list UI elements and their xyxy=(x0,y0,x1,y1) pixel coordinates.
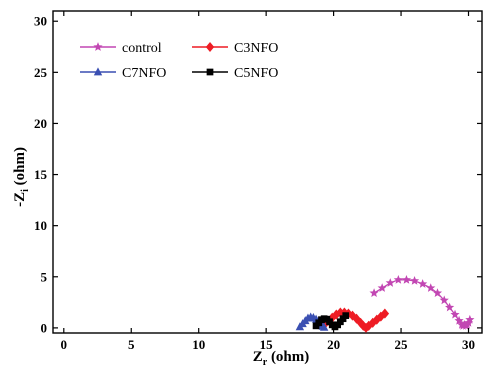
x-tick-label: 0 xyxy=(61,337,68,352)
x-tick-label: 5 xyxy=(128,337,135,352)
legend-marker xyxy=(93,42,103,51)
data-point xyxy=(380,308,390,319)
series-control xyxy=(369,275,475,330)
y-tick-label: 15 xyxy=(34,167,48,182)
data-point xyxy=(377,283,387,292)
legend-label: C3NFO xyxy=(234,41,278,56)
plot-frame xyxy=(52,10,483,334)
data-point xyxy=(426,283,436,292)
legend-label: C5NFO xyxy=(234,66,278,81)
y-tick-label: 10 xyxy=(34,218,47,233)
x-axis-label: Zr (ohm) xyxy=(253,349,310,368)
x-tick-label: 15 xyxy=(260,337,274,352)
legend-label: control xyxy=(122,41,162,56)
legend-entry-control: control xyxy=(80,41,162,56)
data-point xyxy=(319,322,329,331)
legend-marker xyxy=(93,67,103,76)
data-point xyxy=(465,314,475,324)
legend-label: C7NFO xyxy=(122,66,166,81)
series-layer xyxy=(295,275,475,333)
data-point xyxy=(418,279,428,288)
x-tick-label: 10 xyxy=(192,337,205,352)
x-tick-label: 25 xyxy=(395,337,409,352)
data-point xyxy=(342,312,350,319)
data-point xyxy=(454,315,464,325)
data-point xyxy=(393,275,403,284)
legend: control C3NFO C7NFO C5NFO xyxy=(80,41,278,81)
data-point xyxy=(409,276,420,285)
x-tick-label: 30 xyxy=(462,337,475,352)
y-tick-label: 5 xyxy=(41,269,48,284)
series-C5NFO xyxy=(312,312,350,331)
data-point xyxy=(432,288,443,298)
data-point xyxy=(401,275,412,284)
y-axis-label: -Zi (ohm) xyxy=(12,147,31,207)
ticks-layer: 0 5 10 15 20 25 30 0 5 10 15 20 25 30 xyxy=(34,11,482,352)
legend-entry-C7NFO: C7NFO xyxy=(80,66,166,81)
data-point xyxy=(445,302,455,312)
legend-marker xyxy=(205,41,215,53)
legend-entry-C5NFO: C5NFO xyxy=(192,66,278,81)
data-point xyxy=(450,309,460,319)
y-tick-label: 25 xyxy=(34,65,48,80)
y-tick-label: 30 xyxy=(34,14,47,29)
legend-marker xyxy=(206,68,214,76)
data-point xyxy=(385,278,395,287)
x-tick-label: 20 xyxy=(327,337,340,352)
data-point xyxy=(356,317,365,328)
data-point xyxy=(439,295,449,305)
series-line xyxy=(373,279,471,327)
data-point xyxy=(369,288,379,298)
plot-area xyxy=(52,10,483,334)
y-tick-label: 20 xyxy=(34,116,47,131)
y-tick-label: 0 xyxy=(41,320,48,335)
legend-entry-C3NFO: C3NFO xyxy=(192,41,278,56)
